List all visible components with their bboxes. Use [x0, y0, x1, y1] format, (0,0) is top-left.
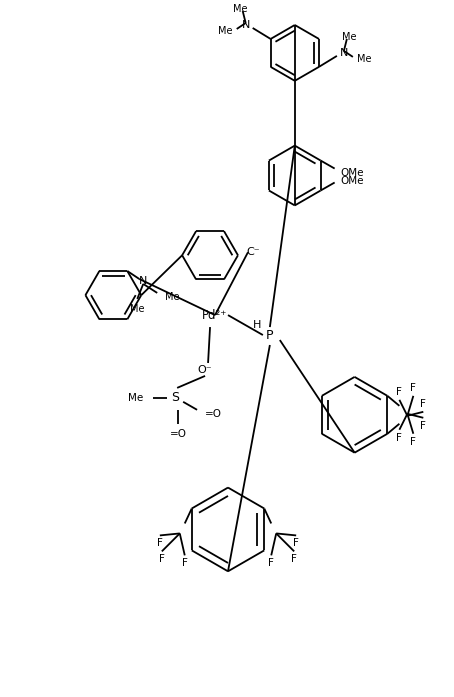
Text: S: S	[171, 391, 179, 404]
Text: F: F	[420, 421, 426, 431]
Text: OMe: OMe	[341, 167, 365, 178]
Text: F: F	[182, 558, 188, 568]
Text: N: N	[139, 276, 148, 286]
Text: Me: Me	[341, 32, 356, 42]
Text: F: F	[410, 383, 416, 393]
Text: Me: Me	[357, 54, 371, 64]
Text: F: F	[293, 538, 299, 549]
Text: =O: =O	[170, 429, 187, 438]
Text: F: F	[157, 538, 163, 549]
Text: C⁻: C⁻	[246, 247, 260, 257]
Text: F: F	[410, 437, 416, 447]
Text: F: F	[420, 399, 426, 409]
Text: F: F	[159, 554, 165, 565]
Text: N: N	[340, 48, 348, 58]
Text: F: F	[291, 554, 297, 565]
Text: F: F	[396, 387, 402, 397]
Text: F: F	[268, 558, 274, 568]
Text: =O: =O	[205, 409, 222, 419]
Text: H: H	[253, 320, 261, 330]
Text: F: F	[396, 433, 402, 443]
Text: N: N	[242, 20, 250, 30]
Text: Me: Me	[128, 393, 143, 403]
Text: OMe: OMe	[341, 176, 365, 185]
Text: Me: Me	[130, 304, 144, 314]
Text: Me: Me	[165, 292, 180, 302]
Text: CF₃: CF₃	[178, 533, 181, 534]
Text: Me: Me	[233, 4, 248, 14]
Text: P: P	[266, 328, 274, 342]
Text: Me: Me	[218, 26, 233, 36]
Text: O⁻: O⁻	[198, 365, 212, 375]
Text: Pd²⁺: Pd²⁺	[202, 309, 228, 321]
